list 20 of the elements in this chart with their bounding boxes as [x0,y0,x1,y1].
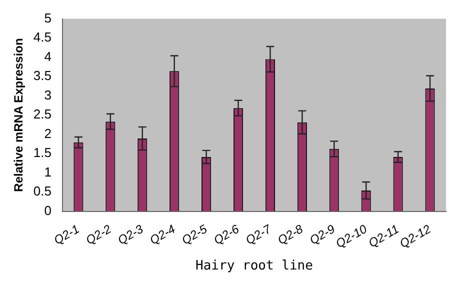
y-tick-label: 0.5 [33,184,52,199]
x-tick-label: Q2-3 [115,222,146,248]
y-tick-label: 1.5 [33,145,52,160]
y-axis-title: Relative mRNA Expression [12,38,26,192]
x-tick-label: Q2-9 [307,222,338,248]
x-tick-label: Q2-6 [211,222,242,248]
y-tick-label: 4 [44,48,52,64]
y-tick-label: 3 [44,87,52,102]
x-axis-title: Hairy root line [196,258,314,274]
y-tick-label: 5 [44,10,52,26]
y-tick-label: 3.5 [33,68,52,84]
y-tick-label: 1 [44,164,52,180]
x-tick-label: Q2-8 [275,222,306,248]
y-tick-label: 0 [44,202,52,218]
y-tick-label: 2.5 [33,106,52,122]
x-tick-label: Q2-1 [52,222,82,248]
x-tick-label: Q2-2 [83,222,114,248]
y-tick-label: 2 [44,126,52,141]
x-tick-label: Q2-4 [147,222,178,248]
y-tick-label: 4.5 [33,30,52,45]
